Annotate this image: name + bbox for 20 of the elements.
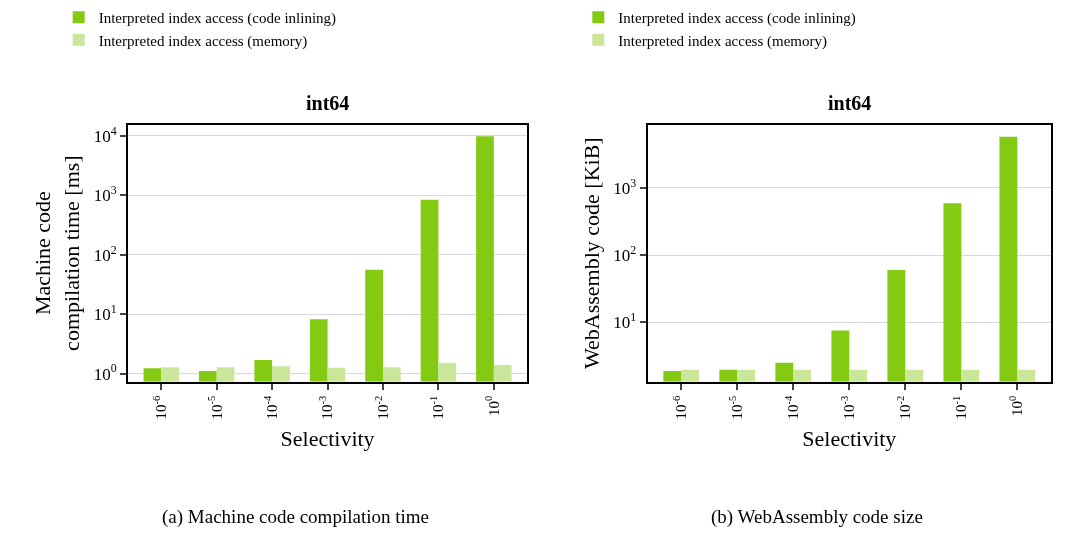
y-tick-label: 10$^{3}$ <box>93 183 117 206</box>
y-tick-label: 10$^{2}$ <box>93 242 117 265</box>
y-axis-title: WebAssembly code [KiB] <box>578 137 604 369</box>
y-tick-label: 10$^{1}$ <box>93 301 117 325</box>
chart-title: int64 <box>828 92 872 114</box>
y-tick-label: 10$^{4}$ <box>93 123 117 146</box>
legend-label: Interpreted index access (code inlining) <box>98 10 337 28</box>
y-axis-title: Machine code compilation time [ms] <box>30 155 84 351</box>
text: (b) WebAssembly code size <box>711 506 923 528</box>
x-axis-title: Selectivity <box>280 425 375 451</box>
text: (a) Machine code compilation time <box>162 506 429 528</box>
chart-title: int64 <box>306 92 350 114</box>
legend-label: Interpreted index access (code inlining) <box>618 10 856 28</box>
y-tick-label: 10$^{1}$ <box>613 310 637 333</box>
y-tick-label: 10$^{2}$ <box>613 243 637 266</box>
legend-label: Interpreted index access (memory) <box>98 32 308 50</box>
x-axis-title: Selectivity <box>802 425 897 451</box>
y-tick-label: 10$^{0}$ <box>93 361 117 384</box>
legend-label: Interpreted index access (memory) <box>618 32 827 50</box>
y-tick-label: 10$^{3}$ <box>613 175 637 198</box>
